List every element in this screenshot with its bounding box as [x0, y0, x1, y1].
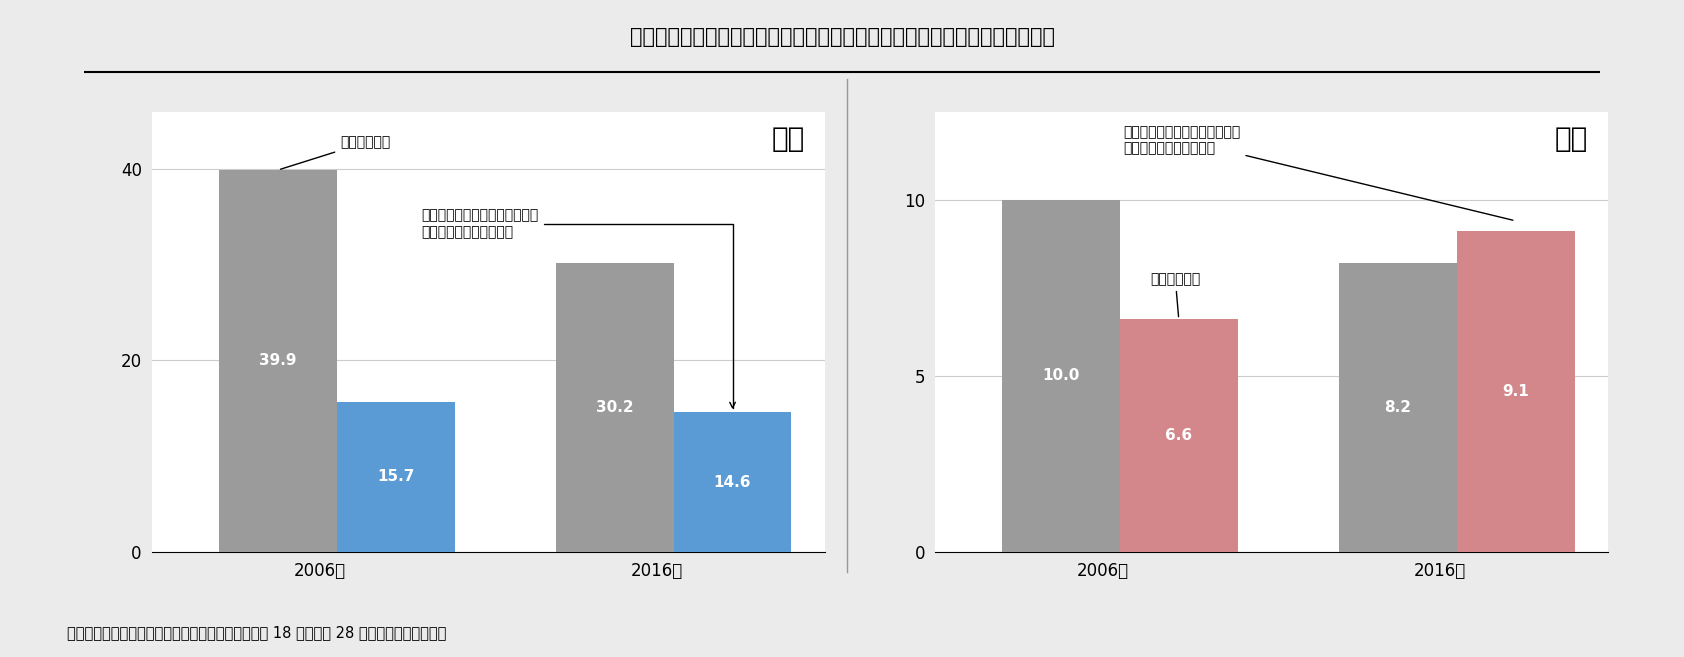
Text: 女性: 女性 — [1554, 125, 1588, 153]
Text: 9.1: 9.1 — [1502, 384, 1529, 399]
Text: 男性: 男性 — [771, 125, 805, 153]
Bar — [219, 170, 337, 552]
Bar — [1457, 231, 1575, 552]
Text: （資料）　厚生労働省「国民健康･栄養調査（平成 18 年･平成 28 年）」を元に筆者作成: （資料） 厚生労働省「国民健康･栄養調査（平成 18 年･平成 28 年）」を元… — [67, 625, 446, 641]
Text: 生活習慣病のリスクを高める量
を飲酒している者の割合: 生活習慣病のリスクを高める量 を飲酒している者の割合 — [1123, 125, 1512, 220]
Bar — [1002, 200, 1120, 552]
Text: 10.0: 10.0 — [1042, 369, 1079, 383]
Text: 14.6: 14.6 — [714, 474, 751, 489]
Bar — [556, 263, 674, 552]
Text: 生活習慣病のリスクを高める量
を飲酒している者の割合: 生活習慣病のリスクを高める量 を飲酒している者の割合 — [421, 208, 736, 408]
Text: 喫煙者の割合: 喫煙者の割合 — [281, 135, 391, 170]
Text: 30.2: 30.2 — [596, 400, 633, 415]
Bar — [1339, 263, 1457, 552]
Text: 8.2: 8.2 — [1384, 400, 1411, 415]
Text: 6.6: 6.6 — [1165, 428, 1192, 443]
Text: 15.7: 15.7 — [377, 469, 414, 484]
Bar — [1120, 319, 1238, 552]
Text: 39.9: 39.9 — [259, 353, 296, 369]
Bar — [337, 401, 455, 552]
Text: 図表４：喫煙者及び生活習慣病のリスクを高める量を飲酒している者の割合: 図表４：喫煙者及び生活習慣病のリスクを高める量を飲酒している者の割合 — [630, 28, 1054, 47]
Bar — [674, 412, 791, 552]
Text: 喫煙者の割合: 喫煙者の割合 — [1150, 272, 1201, 317]
